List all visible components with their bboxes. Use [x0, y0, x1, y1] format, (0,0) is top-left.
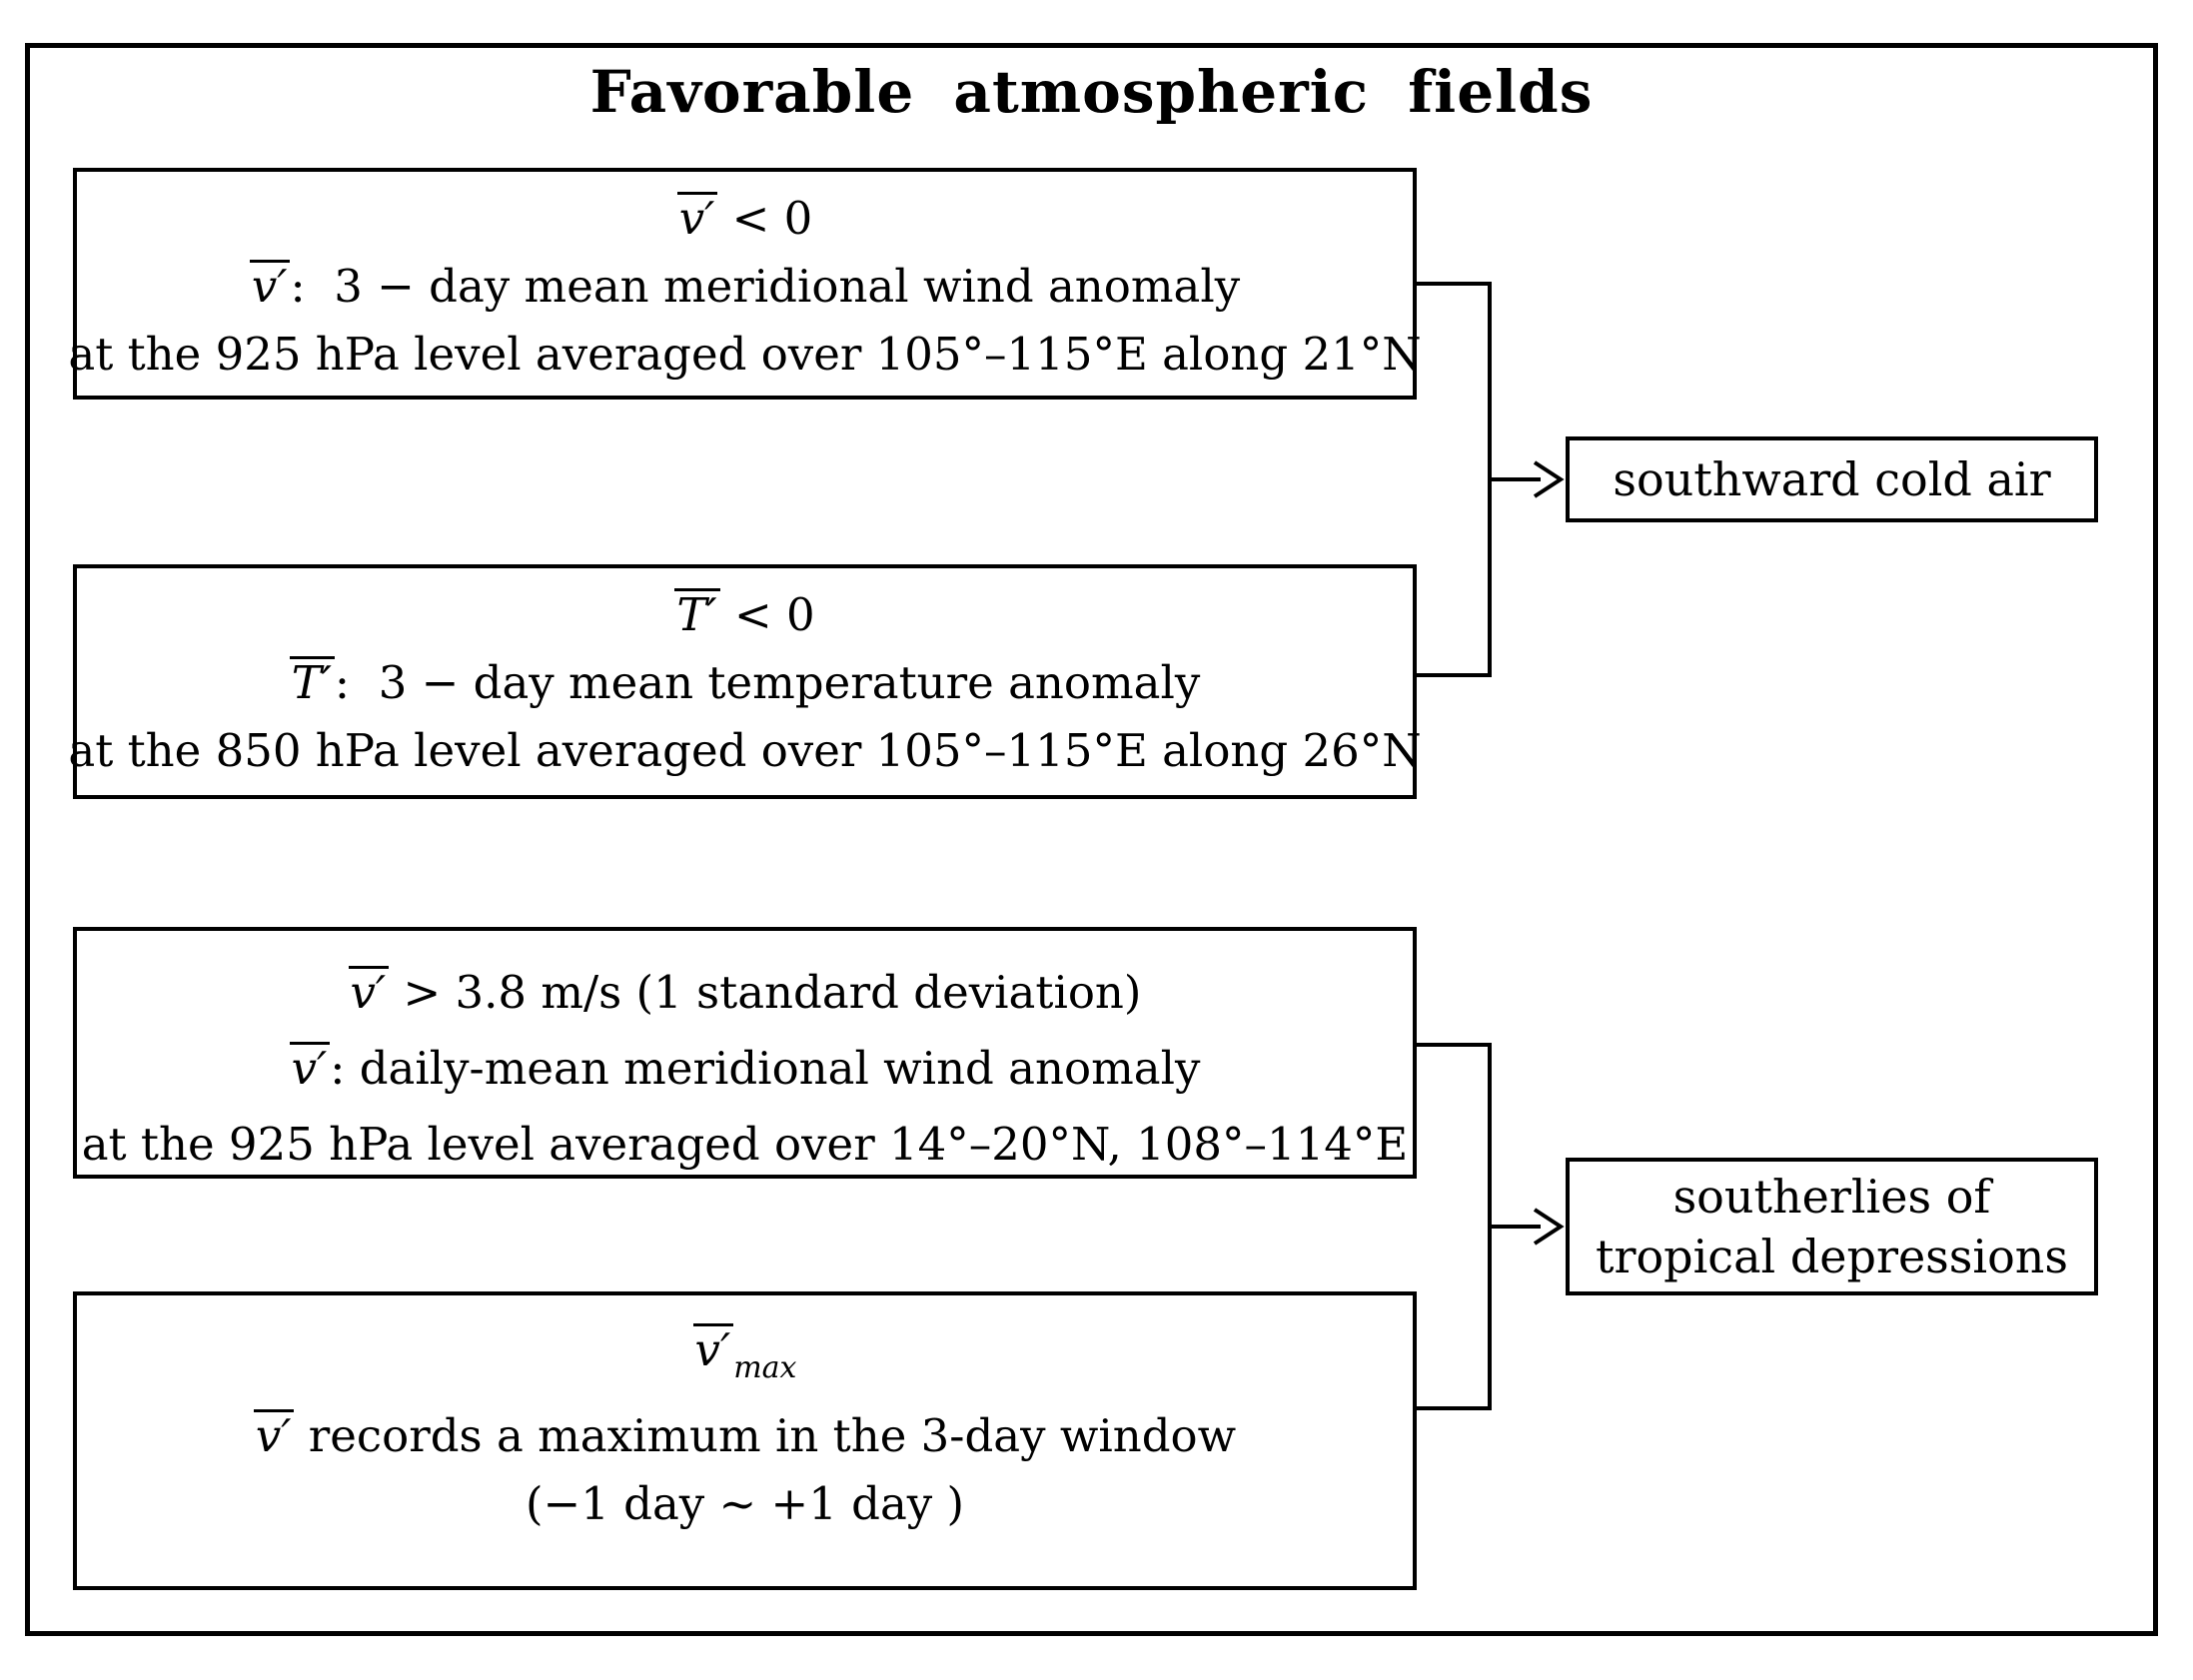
definition-text: : 3 − day mean meridional wind anomaly: [290, 260, 1241, 313]
definition-line: v′: daily-mean meridional wind anomaly: [289, 1031, 1201, 1107]
condition-box-wind-anomaly-daily: v′ > 3.8 m/s (1 standard deviation) v′: …: [73, 927, 1417, 1179]
formula-line: v′ < 0: [676, 185, 813, 253]
outcome-box-southerlies-tropical-depressions: southerlies of tropical depressions: [1566, 1158, 2098, 1295]
definition-line: v′: 3 − day mean meridional wind anomaly: [249, 253, 1241, 321]
outcome-label-line2: tropical depressions: [1595, 1230, 2069, 1283]
definition-text: : 3 − day mean temperature anomaly: [334, 656, 1201, 709]
overlined-symbol: v′: [253, 1409, 295, 1459]
detail-line: at the 925 hPa level averaged over 14°–2…: [81, 1118, 1409, 1171]
diagram-title: Favorable atmospheric fields: [589, 58, 1594, 126]
detail-line: at the 850 hPa level averaged over 105°–…: [68, 724, 1422, 777]
definition-line: T′: 3 − day mean temperature anomaly: [289, 649, 1201, 717]
overlined-symbol: v′: [692, 1323, 734, 1373]
formula-line: T′ < 0: [674, 581, 815, 649]
definition-text: records a maximum in the 3-day window: [294, 1409, 1237, 1462]
condition-box-wind-anomaly-maximum: v′ max v′ records a maximum in the 3-day …: [73, 1291, 1417, 1590]
overlined-symbol: v′: [289, 1042, 331, 1092]
overlined-symbol: v′: [348, 966, 390, 1016]
formula-relation: < 0: [717, 192, 813, 245]
formula-subscript: max: [733, 1350, 797, 1385]
outcome-label-line1: southerlies of: [1672, 1170, 1991, 1224]
detail-line: at the 925 hPa level averaged over 105°–…: [68, 328, 1422, 381]
overlined-symbol: v′: [249, 260, 291, 310]
definition-text: : daily-mean meridional wind anomaly: [330, 1042, 1201, 1095]
condition-box-wind-anomaly-3day: v′ < 0 v′: 3 − day mean meridional wind …: [68, 168, 1422, 400]
definition-line: v′ records a maximum in the 3-day window: [253, 1402, 1237, 1470]
condition-box-temperature-anomaly-3day: T′ < 0 T′: 3 − day mean temperature anom…: [68, 564, 1422, 799]
formula-line: v′ max: [692, 1316, 797, 1402]
formula-relation: < 0: [719, 588, 815, 641]
formula-line: v′ > 3.8 m/s (1 standard deviation): [348, 955, 1142, 1031]
overlined-symbol: T′: [289, 656, 335, 706]
overlined-symbol: v′: [676, 192, 718, 242]
outcome-box-southward-cold-air: southward cold air: [1566, 436, 2098, 522]
formula-relation: > 3.8 m/s (1 standard deviation): [389, 966, 1142, 1019]
outcome-label: southward cold air: [1613, 452, 2051, 506]
detail-line: (−1 day ~ +1 day ): [525, 1477, 965, 1530]
overlined-symbol: T′: [674, 588, 720, 638]
